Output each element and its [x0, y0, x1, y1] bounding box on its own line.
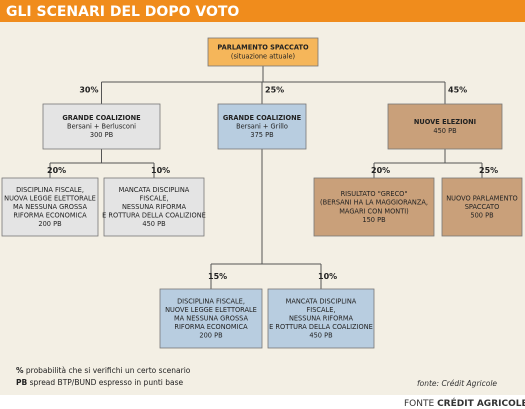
node-text: NUOVA LEGGE ELETTORALE	[4, 194, 96, 202]
node-text: MA NESSUNA GROSSA	[174, 315, 249, 323]
node-box	[267, 288, 375, 349]
node-text: 375 PB	[250, 131, 274, 139]
node-text: DISCIPLINA FISCALE,	[177, 297, 245, 305]
node-text: MANCATA DISCIPLINA	[119, 186, 190, 194]
node-text: NESSUNA RIFORMA	[122, 203, 187, 211]
probability: 10%	[151, 166, 170, 175]
node-text: 200 PB	[199, 332, 223, 340]
probability: 20%	[47, 166, 66, 175]
node-text: MANCATA DISCIPLINA	[286, 297, 357, 305]
title: GLI SCENARI DEL DOPO VOTO	[6, 4, 239, 20]
node-text: 450 PB	[433, 127, 457, 135]
node-box	[217, 103, 307, 150]
node-text: 500 PB	[470, 212, 494, 220]
node-box	[313, 177, 435, 237]
node-box	[103, 177, 205, 237]
node-box	[207, 37, 319, 67]
node-box	[387, 103, 503, 150]
legend-entry: PB spread BTP/BUND espresso in punti bas…	[16, 378, 183, 387]
probability: 45%	[448, 86, 467, 95]
node-text: RIFORMA ECONOMICA	[174, 323, 248, 331]
node-text: NUOVE ELEZIONI	[414, 118, 476, 126]
node-text: Bersani + Grillo	[236, 123, 288, 131]
node-text: (BERSANI HA LA MAGGIORANZA,	[320, 199, 428, 207]
legend-text: spread BTP/BUND espresso in punti base	[30, 378, 184, 387]
probability: 30%	[79, 86, 98, 95]
footer-label: FONTE CRÉDIT AGRICOLE	[404, 397, 525, 409]
probability: 10%	[318, 272, 337, 281]
node-box	[42, 103, 161, 150]
node-text: FISCALE,	[140, 194, 169, 202]
footer-bar	[0, 395, 525, 409]
node-text: 300 PB	[90, 131, 114, 139]
legend-key: %	[16, 366, 24, 375]
legend-text: probabilità che si verifichi un certo sc…	[26, 366, 191, 375]
node-text: FISCALE,	[307, 306, 336, 314]
probability: 25%	[479, 166, 498, 175]
node-text: (situazione attuale)	[231, 52, 295, 60]
node-text: MA NESSUNA GROSSA	[13, 203, 88, 211]
node-text: PARLAMENTO SPACCATO	[217, 44, 309, 52]
probability: 15%	[208, 272, 227, 281]
footer-label: FONTE	[404, 399, 434, 409]
node-text: 450 PB	[142, 220, 166, 228]
probability: 20%	[371, 166, 390, 175]
node-text: NUOVE LEGGE ELETTORALE	[165, 306, 257, 314]
node-text: NESSUNA RIFORMA	[289, 315, 354, 323]
node-box	[441, 177, 523, 237]
node-text: NUOVO PARLAMENTO	[446, 194, 518, 202]
node-text: DISCIPLINA FISCALE,	[16, 186, 84, 194]
node-box	[1, 177, 99, 237]
node-text: RISULTATO "GRECO"	[341, 190, 408, 198]
node-text: Bersani + Berlusconi	[67, 123, 136, 131]
header-bar	[0, 0, 525, 22]
node-text: RIFORMA ECONOMICA	[13, 212, 87, 220]
node-text: 150 PB	[362, 216, 386, 224]
node-text: SPACCATO	[465, 203, 500, 211]
source: fonte: Crédit Agricole	[417, 379, 497, 388]
probability: 25%	[265, 86, 284, 95]
node-text: E ROTTURA DELLA COALIZIONE	[102, 212, 206, 220]
node-text: E ROTTURA DELLA COALIZIONE	[269, 323, 373, 331]
node-text: 450 PB	[309, 332, 333, 340]
footer-value: CRÉDIT AGRICOLE	[437, 397, 525, 409]
legend-key: PB	[16, 378, 27, 387]
node-text: MAGARI CON MONTI)	[339, 207, 409, 215]
node-text: GRANDE COALIZIONE	[62, 114, 141, 122]
node-box	[159, 288, 263, 349]
node-text: GRANDE COALIZIONE	[223, 114, 302, 122]
legend-entry: % probabilità che si verifichi un certo …	[16, 366, 191, 375]
node-text: 200 PB	[38, 220, 62, 228]
